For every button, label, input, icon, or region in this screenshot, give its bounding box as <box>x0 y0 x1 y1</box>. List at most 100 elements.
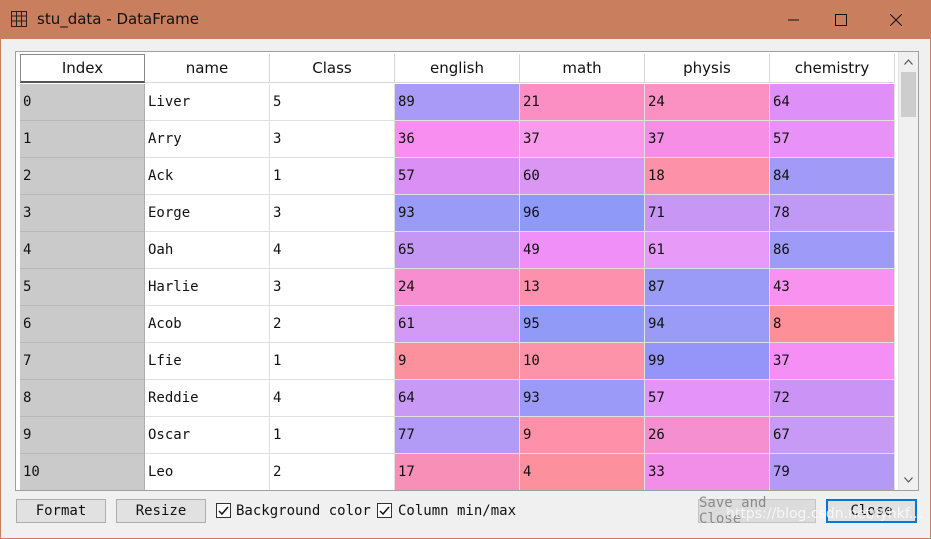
cell-name[interactable]: Arry <box>145 121 270 158</box>
cell-name[interactable]: Lfie <box>145 343 270 380</box>
cell-english[interactable]: 17 <box>395 454 520 490</box>
cell-class[interactable]: 1 <box>270 417 395 454</box>
cell-chemistry[interactable]: 8 <box>770 306 895 343</box>
cell-chemistry[interactable]: 79 <box>770 454 895 490</box>
format-button[interactable]: Format <box>16 499 106 523</box>
dataframe-table[interactable]: Index name Class english math physis chemistry… <box>15 51 919 491</box>
cell-english[interactable]: 61 <box>395 306 520 343</box>
cell-class[interactable]: 2 <box>270 454 395 490</box>
cell-chemistry[interactable]: 84 <box>770 158 895 195</box>
cell-english[interactable]: 36 <box>395 121 520 158</box>
close-window-button[interactable] <box>873 1 919 39</box>
cell-index[interactable]: 7 <box>20 343 145 380</box>
cell-index[interactable]: 9 <box>20 417 145 454</box>
cell-name[interactable]: Oah <box>145 232 270 269</box>
column-header-chemistry[interactable]: chemistry <box>770 54 895 83</box>
cell-chemistry[interactable]: 86 <box>770 232 895 269</box>
cell-chemistry[interactable]: 72 <box>770 380 895 417</box>
cell-physis[interactable]: 87 <box>645 269 770 306</box>
column-header-index[interactable]: Index <box>20 54 145 83</box>
cell-name[interactable]: Acob <box>145 306 270 343</box>
column-header-english[interactable]: english <box>395 54 520 83</box>
cell-math[interactable]: 37 <box>520 121 645 158</box>
cell-physis[interactable]: 26 <box>645 417 770 454</box>
cell-physis[interactable]: 57 <box>645 380 770 417</box>
title-bar[interactable]: stu_data - DataFrame <box>1 1 930 39</box>
cell-class[interactable]: 3 <box>270 269 395 306</box>
background-color-label[interactable]: Background color <box>236 503 371 519</box>
column-minmax-label[interactable]: Column min/max <box>398 503 517 519</box>
cell-physis[interactable]: 61 <box>645 232 770 269</box>
column-minmax-checkbox[interactable] <box>377 503 392 518</box>
cell-math[interactable]: 96 <box>520 195 645 232</box>
scroll-up-icon[interactable] <box>899 54 918 70</box>
cell-math[interactable]: 93 <box>520 380 645 417</box>
cell-english[interactable]: 65 <box>395 232 520 269</box>
cell-index[interactable]: 1 <box>20 121 145 158</box>
cell-class[interactable]: 2 <box>270 306 395 343</box>
cell-class[interactable]: 1 <box>270 158 395 195</box>
cell-class[interactable]: 3 <box>270 195 395 232</box>
cell-class[interactable]: 4 <box>270 380 395 417</box>
column-header-name[interactable]: name <box>145 54 270 83</box>
column-header-math[interactable]: math <box>520 54 645 83</box>
cell-math[interactable]: 10 <box>520 343 645 380</box>
cell-class[interactable]: 4 <box>270 232 395 269</box>
cell-physis[interactable]: 94 <box>645 306 770 343</box>
cell-physis[interactable]: 99 <box>645 343 770 380</box>
cell-physis[interactable]: 24 <box>645 84 770 121</box>
cell-physis[interactable]: 71 <box>645 195 770 232</box>
minimize-button[interactable] <box>771 1 817 39</box>
cell-index[interactable]: 4 <box>20 232 145 269</box>
close-button[interactable]: Close <box>826 499 917 523</box>
vertical-scrollbar[interactable] <box>898 52 918 490</box>
cell-index[interactable]: 6 <box>20 306 145 343</box>
cell-physis[interactable]: 33 <box>645 454 770 490</box>
column-header-physis[interactable]: physis <box>645 54 770 83</box>
cell-english[interactable]: 93 <box>395 195 520 232</box>
column-header-class[interactable]: Class <box>270 54 395 83</box>
cell-physis[interactable]: 37 <box>645 121 770 158</box>
cell-class[interactable]: 3 <box>270 121 395 158</box>
cell-name[interactable]: Oscar <box>145 417 270 454</box>
resize-button[interactable]: Resize <box>116 499 206 523</box>
cell-english[interactable]: 64 <box>395 380 520 417</box>
cell-physis[interactable]: 18 <box>645 158 770 195</box>
cell-english[interactable]: 77 <box>395 417 520 454</box>
cell-index[interactable]: 5 <box>20 269 145 306</box>
cell-index[interactable]: 2 <box>20 158 145 195</box>
cell-index[interactable]: 8 <box>20 380 145 417</box>
cell-name[interactable]: Reddie <box>145 380 270 417</box>
save-and-close-button[interactable]: Save and Close <box>698 495 816 527</box>
cell-class[interactable]: 1 <box>270 343 395 380</box>
cell-index[interactable]: 3 <box>20 195 145 232</box>
scrollbar-thumb[interactable] <box>901 72 916 117</box>
maximize-button[interactable] <box>818 1 864 39</box>
cell-math[interactable]: 95 <box>520 306 645 343</box>
cell-name[interactable]: Leo <box>145 454 270 490</box>
cell-name[interactable]: Liver <box>145 84 270 121</box>
cell-math[interactable]: 4 <box>520 454 645 490</box>
cell-english[interactable]: 57 <box>395 158 520 195</box>
cell-math[interactable]: 60 <box>520 158 645 195</box>
cell-math[interactable]: 9 <box>520 417 645 454</box>
cell-chemistry[interactable]: 78 <box>770 195 895 232</box>
cell-name[interactable]: Harlie <box>145 269 270 306</box>
cell-chemistry[interactable]: 43 <box>770 269 895 306</box>
cell-name[interactable]: Eorge <box>145 195 270 232</box>
cell-class[interactable]: 5 <box>270 84 395 121</box>
scroll-down-icon[interactable] <box>899 472 918 488</box>
cell-english[interactable]: 24 <box>395 269 520 306</box>
background-color-checkbox[interactable] <box>216 503 231 518</box>
cell-math[interactable]: 13 <box>520 269 645 306</box>
cell-math[interactable]: 21 <box>520 84 645 121</box>
cell-chemistry[interactable]: 37 <box>770 343 895 380</box>
cell-math[interactable]: 49 <box>520 232 645 269</box>
cell-chemistry[interactable]: 67 <box>770 417 895 454</box>
cell-index[interactable]: 0 <box>20 84 145 121</box>
cell-chemistry[interactable]: 57 <box>770 121 895 158</box>
cell-name[interactable]: Ack <box>145 158 270 195</box>
cell-chemistry[interactable]: 64 <box>770 84 895 121</box>
cell-index[interactable]: 10 <box>20 454 145 490</box>
cell-english[interactable]: 9 <box>395 343 520 380</box>
